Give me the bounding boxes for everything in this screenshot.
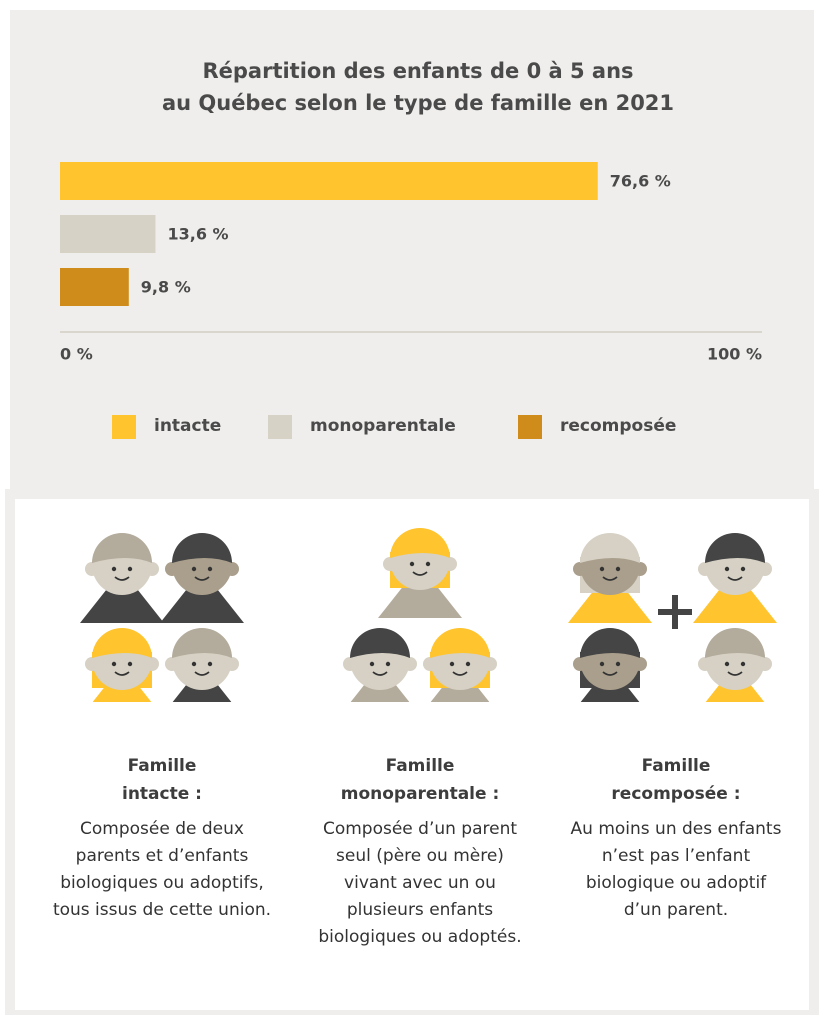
bar	[60, 268, 129, 306]
eye	[466, 662, 470, 666]
card-text: Au moins un des enfants n’est pas l’enfa…	[566, 816, 786, 924]
value-label: 76,6 %	[610, 172, 671, 191]
legend-label: recomposée	[560, 416, 676, 436]
eye	[410, 562, 414, 566]
legend-label: monoparentale	[310, 416, 456, 436]
chart-title: au Québec selon le type de famille en 20…	[162, 91, 674, 115]
eye	[616, 567, 620, 571]
legend-swatch	[268, 415, 292, 439]
x-tick-label: 0 %	[60, 345, 93, 364]
eye	[112, 662, 116, 666]
eye	[725, 662, 729, 666]
card-title-line: Famille	[310, 752, 530, 780]
mask	[60, 702, 800, 742]
legend-swatch	[112, 415, 136, 439]
card-text: Composée de deux parents et d’enfants bi…	[52, 816, 272, 924]
eye	[386, 662, 390, 666]
card-title-line: Famille	[566, 752, 786, 780]
value-label: 9,8 %	[141, 278, 191, 297]
eye	[600, 662, 604, 666]
x-tick-label: 100 %	[707, 345, 762, 364]
legend-swatch	[518, 415, 542, 439]
bar	[60, 162, 598, 200]
eye	[450, 662, 454, 666]
eye	[192, 662, 196, 666]
eye	[741, 567, 745, 571]
eye	[208, 662, 212, 666]
card-title-line: recomposée :	[566, 780, 786, 808]
eye	[128, 567, 132, 571]
eye	[112, 567, 116, 571]
legend-label: intacte	[154, 416, 221, 436]
card-text: Composée d’un parent seul (père ou mère)…	[310, 816, 530, 951]
eye	[370, 662, 374, 666]
eye	[725, 567, 729, 571]
card-title-line: Famille	[52, 752, 272, 780]
value-label: 13,6 %	[167, 225, 228, 244]
card-title-line: monoparentale :	[310, 780, 530, 808]
plus	[672, 595, 678, 629]
eye	[600, 567, 604, 571]
eye	[208, 567, 212, 571]
eye	[128, 662, 132, 666]
eye	[741, 662, 745, 666]
eye	[192, 567, 196, 571]
card-title-line: intacte :	[52, 780, 272, 808]
eye	[426, 562, 430, 566]
bar	[60, 215, 155, 253]
chart-title: Répartition des enfants de 0 à 5 ans	[202, 59, 633, 83]
page: {"chart_data": {"type": "hbar", "title":…	[0, 0, 824, 1015]
eye	[616, 662, 620, 666]
